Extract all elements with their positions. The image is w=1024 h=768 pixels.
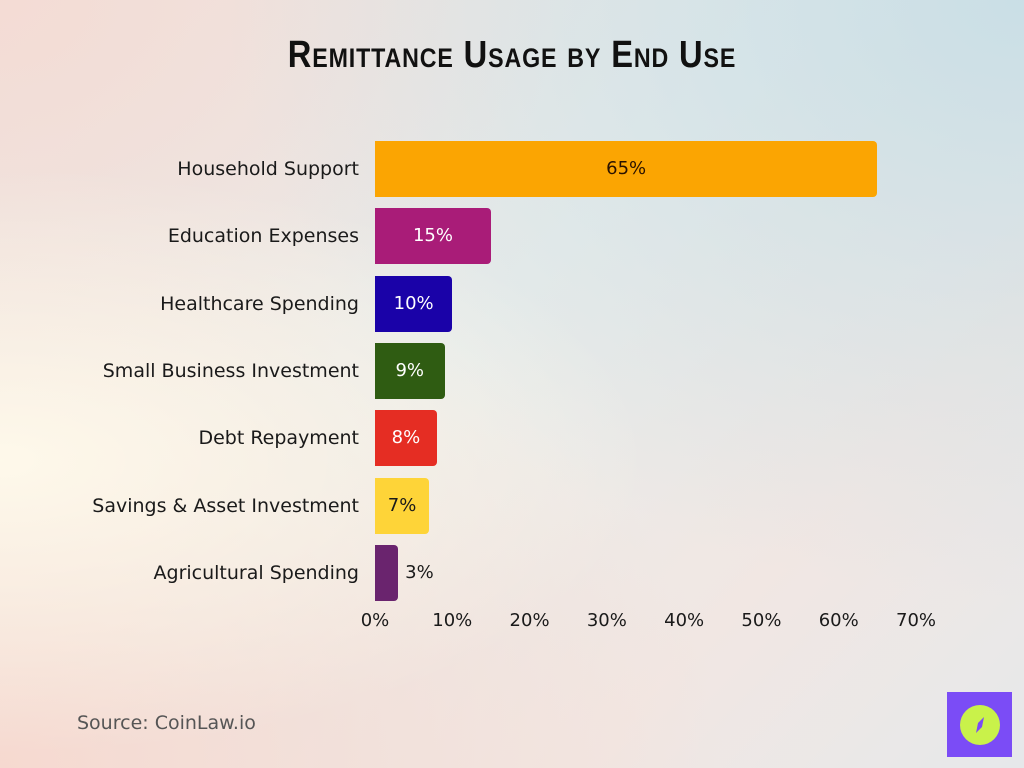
bar-value-label: 10% <box>393 292 434 314</box>
category-label: Savings & Asset Investment <box>92 494 359 517</box>
compass-icon <box>959 704 1000 745</box>
bar-value-label: 8% <box>391 427 421 449</box>
bar: 8% <box>375 410 437 467</box>
category-label: Education Expenses <box>167 225 359 248</box>
bar-value-label: 3% <box>405 561 434 583</box>
bar-value-label: 15% <box>412 225 453 247</box>
bar-row: Savings & Asset Investment 7% <box>0 477 1024 534</box>
bar-value-label: 7% <box>387 494 417 516</box>
x-axis-tick: 30% <box>586 610 627 631</box>
category-label: Small Business Investment <box>102 359 359 382</box>
bar: 15% <box>375 208 491 265</box>
x-axis-tick: 20% <box>509 610 550 631</box>
bar: 65% <box>375 141 878 197</box>
x-axis-tick: 40% <box>664 610 705 631</box>
brand-logo <box>947 692 1012 757</box>
bar: 7% <box>375 477 430 534</box>
bar: 3% <box>375 544 434 601</box>
x-axis-tick: 0% <box>360 610 390 631</box>
x-axis-tick: 60% <box>818 610 859 631</box>
bar-row: Small Business Investment 9% <box>0 342 1024 399</box>
bar-row: Household Support 65% <box>0 141 1024 197</box>
x-axis-tick: 50% <box>741 610 782 631</box>
bar: 10% <box>375 275 453 332</box>
bar-row: Healthcare Spending 10% <box>0 275 1024 332</box>
bar-row: Agricultural Spending 3% <box>0 544 1024 601</box>
x-axis-tick: 10% <box>432 610 473 631</box>
category-label: Healthcare Spending <box>160 292 359 315</box>
bar: 9% <box>375 342 445 399</box>
source-credit: Source: CoinLaw.io <box>77 712 256 734</box>
bar-row: Debt Repayment 8% <box>0 410 1024 467</box>
bar-value-label: 65% <box>606 158 647 179</box>
bar-value-label: 9% <box>395 359 425 381</box>
chart-title: Remittance Usage by End Use <box>287 34 737 76</box>
bar-row: Education Expenses 15% <box>0 208 1024 265</box>
category-label: Household Support <box>177 158 359 180</box>
category-label: Debt Repayment <box>198 427 359 450</box>
x-axis-tick: 70% <box>895 610 937 631</box>
category-label: Agricultural Spending <box>153 561 359 584</box>
